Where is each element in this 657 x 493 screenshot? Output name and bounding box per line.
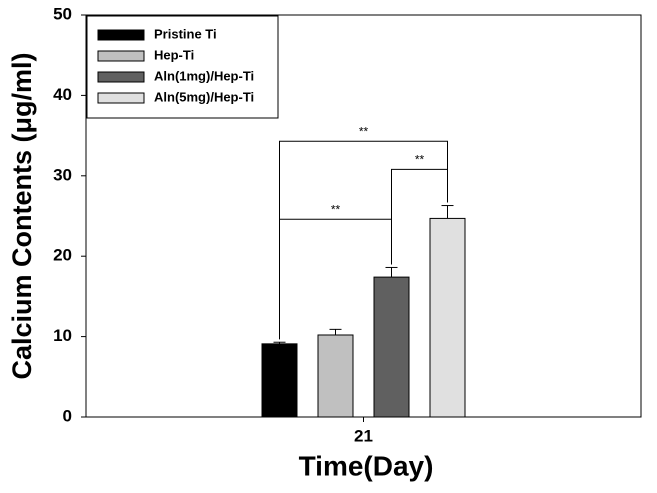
legend-swatch	[97, 29, 145, 41]
bar	[317, 334, 354, 418]
legend-swatch	[97, 50, 145, 62]
x-axis-label: Time(Day)	[299, 450, 434, 481]
bar	[373, 276, 410, 418]
y-tick-label: 20	[53, 246, 72, 265]
legend-label: Aln(5mg)/Hep-Ti	[154, 89, 254, 104]
y-tick-label: 30	[53, 165, 72, 184]
bar	[261, 343, 298, 418]
y-axis-label: Calcium Contents (μg/ml)	[7, 52, 37, 379]
bar	[429, 217, 466, 418]
legend-label: Pristine Ti	[154, 26, 217, 41]
significance-bracket	[279, 218, 392, 340]
significance-bracket	[279, 140, 448, 340]
y-tick-label: 50	[53, 4, 72, 23]
significance-label: **	[359, 124, 369, 138]
legend-label: Aln(1mg)/Hep-Ti	[154, 68, 254, 83]
significance-label: **	[415, 153, 425, 167]
significance-label: **	[331, 202, 341, 216]
legend-swatch	[97, 92, 145, 104]
x-tick-label: 21	[354, 426, 373, 445]
legend-swatch	[97, 71, 145, 83]
y-tick-label: 40	[53, 85, 72, 104]
legend-label: Hep-Ti	[154, 47, 194, 62]
significance-bracket	[391, 168, 448, 265]
y-tick-label: 10	[53, 326, 72, 345]
y-tick-label: 0	[63, 406, 72, 425]
